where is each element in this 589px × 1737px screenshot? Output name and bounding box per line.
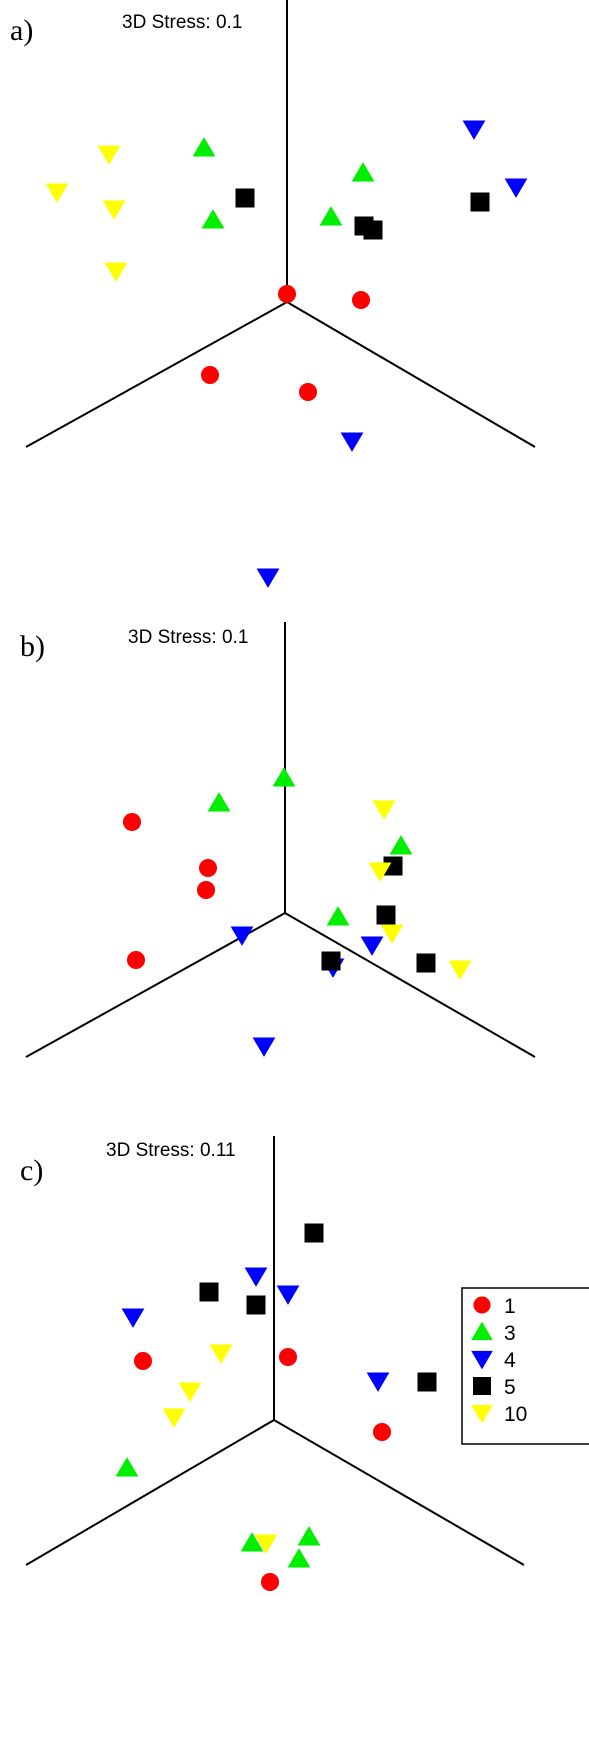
point-panel-c-group-10-2: [178, 1382, 202, 1402]
point-panel-c-group-1-2: [278, 1347, 298, 1367]
point-panel-c-group-3-2: [297, 1526, 321, 1546]
point-panel-b-group-4-4: [252, 1037, 276, 1057]
point-panel-a-group-4-3: [340, 432, 364, 452]
legend: 1 3 4 5 10: [461, 1287, 589, 1445]
point-panel-a-group-1-3: [200, 365, 220, 385]
point-panel-c-group-1-1: [133, 1351, 153, 1371]
point-panel-a-group-3-3: [201, 209, 225, 229]
legend-label-3: 3: [504, 1322, 516, 1345]
point-panel-c-group-10-3: [162, 1408, 186, 1428]
point-panel-a-group-3-4: [319, 206, 343, 226]
point-panel-a-group-10-2: [45, 183, 69, 203]
legend-marker-5: [473, 1377, 491, 1395]
point-panel-a-group-4-2: [504, 178, 528, 198]
point-panel-c-group-5-4: [417, 1372, 437, 1392]
point-panel-a-group-10-4: [104, 262, 128, 282]
point-panel-a-group-4-1: [462, 120, 486, 140]
legend-label-5: 5: [504, 1376, 516, 1399]
axis-right-a: [286, 301, 536, 448]
point-panel-c-group-5-3: [246, 1295, 266, 1315]
axis-right-b: [284, 912, 536, 1058]
point-panel-b-group-10-2: [368, 862, 392, 882]
point-panel-c-group-1-3: [372, 1422, 392, 1442]
point-panel-a-group-1-1: [277, 284, 297, 304]
point-panel-b-group-5-1: [383, 856, 403, 876]
legend-marker-4: [471, 1350, 493, 1370]
point-panel-a-group-1-4: [298, 382, 318, 402]
point-panel-c-group-4-2: [276, 1285, 300, 1305]
point-panel-c-group-5-2: [199, 1282, 219, 1302]
point-panel-a-group-3-2: [351, 162, 375, 182]
point-panel-a-group-10-3: [102, 200, 126, 220]
point-panel-c-group-10-4: [254, 1534, 278, 1554]
legend-marker-10: [471, 1404, 493, 1424]
stress-label-c: 3D Stress: 0.11: [106, 1140, 236, 1161]
point-panel-c-group-1-4: [260, 1572, 280, 1592]
point-panel-c-group-4-4: [366, 1372, 390, 1392]
point-panel-a-group-10-1: [97, 145, 121, 165]
point-panel-b-group-4-1: [230, 926, 254, 946]
point-panel-b-group-3-3: [389, 835, 413, 855]
point-panel-b-group-1-1: [122, 812, 142, 832]
stress-label-b: 3D Stress: 0.1: [128, 627, 248, 648]
point-panel-a-group-1-2: [351, 290, 371, 310]
point-panel-c-group-3-1: [115, 1457, 139, 1477]
stress-label-a: 3D Stress: 0.1: [122, 12, 242, 33]
point-panel-b-group-5-2: [376, 905, 396, 925]
axis-left-a: [25, 301, 288, 448]
point-panel-b-group-10-4: [448, 960, 472, 980]
point-panel-b-group-10-1: [372, 800, 396, 820]
point-panel-a-group-5-1: [235, 188, 255, 208]
panel-label-c: c): [20, 1154, 44, 1187]
data-points: [45, 120, 528, 1592]
point-panel-b-group-1-2: [198, 858, 218, 878]
axes-panel-b: [25, 622, 536, 1058]
axis-left-c: [25, 1419, 275, 1566]
legend-label-4: 4: [504, 1349, 516, 1372]
panel-label-a: a): [10, 14, 34, 47]
axes-panel-a: [25, 0, 536, 448]
point-panel-c-group-10-1: [209, 1344, 233, 1364]
axis-right-c: [273, 1419, 525, 1566]
point-panel-a-group-3-1: [192, 137, 216, 157]
point-panel-b-group-5-4: [416, 953, 436, 973]
point-panel-b-group-5-3: [321, 951, 341, 971]
point-panel-c-group-4-1: [244, 1267, 268, 1287]
point-panel-b-group-3-4: [326, 906, 350, 926]
point-panel-b-group-1-3: [196, 880, 216, 900]
point-panel-a-group-5-4: [470, 192, 490, 212]
panel-label-b: b): [20, 630, 45, 663]
point-panel-c-group-3-3: [240, 1532, 264, 1552]
point-panel-b-group-4-2: [360, 936, 384, 956]
legend-label-10: 10: [504, 1403, 527, 1426]
point-panel-b-group-1-4: [126, 950, 146, 970]
point-panel-a-group-4-4: [256, 568, 280, 588]
point-panel-b-group-3-1: [272, 767, 296, 787]
legend-label-1: 1: [504, 1295, 516, 1318]
point-panel-a-group-5-3: [363, 220, 383, 240]
point-panel-c-group-5-1: [304, 1223, 324, 1243]
point-panel-b-group-10-3: [380, 924, 404, 944]
point-panel-c-group-3-4: [287, 1548, 311, 1568]
legend-marker-3: [471, 1321, 493, 1341]
axes-panel-c: [25, 1136, 525, 1566]
legend-marker-1: [473, 1296, 491, 1314]
point-panel-b-group-3-2: [207, 792, 231, 812]
point-panel-c-group-4-3: [121, 1308, 145, 1328]
